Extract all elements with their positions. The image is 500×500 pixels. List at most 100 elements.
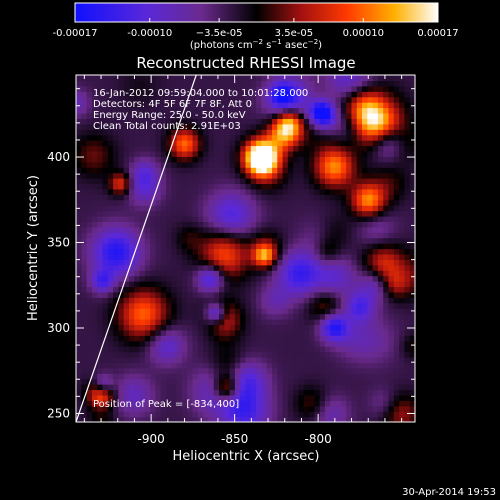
heatmap-cell bbox=[76, 264, 82, 271]
heatmap-cell bbox=[409, 188, 415, 195]
heatmap-cell bbox=[181, 329, 188, 336]
heatmap-cell bbox=[97, 172, 104, 179]
heatmap-cell bbox=[298, 172, 305, 179]
heatmap-cell bbox=[144, 112, 151, 119]
heatmap-cell bbox=[81, 270, 88, 277]
heatmap-cell bbox=[176, 367, 183, 374]
heatmap-cell bbox=[134, 253, 141, 260]
heatmap-cell bbox=[197, 281, 204, 288]
heatmap-cell bbox=[123, 183, 130, 190]
heatmap-cell bbox=[219, 226, 225, 233]
heatmap-cell bbox=[81, 161, 88, 168]
heatmap-cell bbox=[309, 150, 315, 157]
heatmap-cell bbox=[346, 161, 353, 168]
heatmap-cell bbox=[240, 384, 247, 391]
heatmap-cell bbox=[102, 112, 109, 119]
heatmap-cell bbox=[377, 302, 384, 309]
heatmap-cell bbox=[139, 172, 146, 179]
heatmap-cell bbox=[107, 384, 114, 391]
heatmap-cell bbox=[181, 384, 188, 391]
heatmap-cell bbox=[81, 107, 88, 114]
heatmap-cell bbox=[383, 367, 390, 374]
heatmap-cell bbox=[86, 329, 93, 336]
heatmap-cell bbox=[123, 161, 130, 168]
heatmap-cell bbox=[128, 172, 135, 179]
heatmap-cell bbox=[150, 102, 157, 109]
heatmap-cell bbox=[250, 221, 257, 228]
heatmap-cell bbox=[171, 324, 178, 331]
heatmap-cell bbox=[155, 150, 162, 157]
heatmap-cell bbox=[372, 107, 379, 114]
heatmap-cell bbox=[346, 134, 353, 141]
heatmap-cell bbox=[277, 194, 284, 201]
heatmap-cell bbox=[256, 270, 262, 277]
heatmap-cell bbox=[171, 264, 178, 271]
heatmap-cell bbox=[245, 356, 252, 363]
heatmap-cell bbox=[86, 281, 93, 288]
heatmap-cell bbox=[404, 178, 411, 185]
heatmap-cell bbox=[240, 150, 247, 157]
heatmap-cell bbox=[197, 384, 204, 391]
heatmap-cell bbox=[245, 335, 252, 342]
annotation-detectors: Detectors: 4F 5F 6F 7F 8F, Att 0 bbox=[93, 99, 252, 110]
heatmap-cell bbox=[256, 112, 262, 119]
heatmap-cell bbox=[181, 107, 188, 114]
heatmap-cell bbox=[404, 91, 411, 98]
heatmap-cell bbox=[102, 411, 109, 418]
heatmap-cell bbox=[234, 286, 241, 293]
heatmap-cell bbox=[303, 75, 310, 82]
heatmap-cell bbox=[150, 302, 157, 309]
heatmap-cell bbox=[393, 118, 400, 125]
heatmap-cell bbox=[76, 194, 82, 201]
heatmap-cell bbox=[245, 411, 252, 418]
heatmap-cell bbox=[367, 253, 374, 260]
heatmap-cell bbox=[282, 75, 289, 82]
heatmap-cell bbox=[409, 215, 415, 222]
heatmap-cell bbox=[144, 96, 151, 103]
heatmap-cell bbox=[409, 183, 415, 190]
heatmap-cell bbox=[102, 178, 109, 185]
heatmap-cell bbox=[166, 183, 172, 190]
heatmap-cell bbox=[383, 389, 390, 396]
heatmap-cell bbox=[383, 275, 390, 282]
heatmap-cell bbox=[340, 324, 347, 331]
heatmap-cell bbox=[91, 373, 98, 380]
heatmap-cell bbox=[287, 215, 294, 222]
heatmap-cell bbox=[150, 275, 157, 282]
heatmap-cell bbox=[128, 275, 135, 282]
heatmap-cell bbox=[256, 150, 262, 157]
heatmap-cell bbox=[171, 416, 178, 422]
heatmap-cell bbox=[409, 324, 415, 331]
heatmap-cell bbox=[362, 96, 368, 103]
heatmap-cell bbox=[86, 291, 93, 298]
heatmap-cell bbox=[176, 281, 183, 288]
heatmap-cell bbox=[144, 123, 151, 130]
heatmap-cell bbox=[356, 232, 363, 239]
heatmap-cell bbox=[208, 302, 215, 309]
heatmap-cell bbox=[150, 335, 157, 342]
heatmap-cell bbox=[335, 199, 342, 206]
heatmap-cell bbox=[76, 248, 82, 255]
heatmap-cell bbox=[261, 150, 268, 157]
heatmap-cell bbox=[123, 232, 130, 239]
heatmap-cell bbox=[171, 215, 178, 222]
heatmap-cell bbox=[372, 237, 379, 244]
heatmap-cell bbox=[383, 85, 390, 92]
heatmap-cell bbox=[256, 172, 262, 179]
heatmap-cell bbox=[271, 281, 278, 288]
heatmap-cell bbox=[393, 346, 400, 353]
heatmap-cell bbox=[319, 297, 326, 304]
heatmap-cell bbox=[86, 308, 93, 315]
heatmap-cell bbox=[324, 281, 331, 288]
heatmap-cell bbox=[240, 210, 247, 217]
heatmap-cell bbox=[176, 199, 183, 206]
heatmap-cell bbox=[224, 253, 231, 260]
heatmap-cell bbox=[197, 91, 204, 98]
heatmap-cell bbox=[335, 351, 342, 358]
heatmap-cell bbox=[383, 335, 390, 342]
heatmap-cell bbox=[166, 286, 172, 293]
heatmap-cell bbox=[224, 302, 231, 309]
heatmap-cell bbox=[287, 411, 294, 418]
heatmap-cell bbox=[367, 313, 374, 320]
heatmap-cell bbox=[97, 150, 104, 157]
